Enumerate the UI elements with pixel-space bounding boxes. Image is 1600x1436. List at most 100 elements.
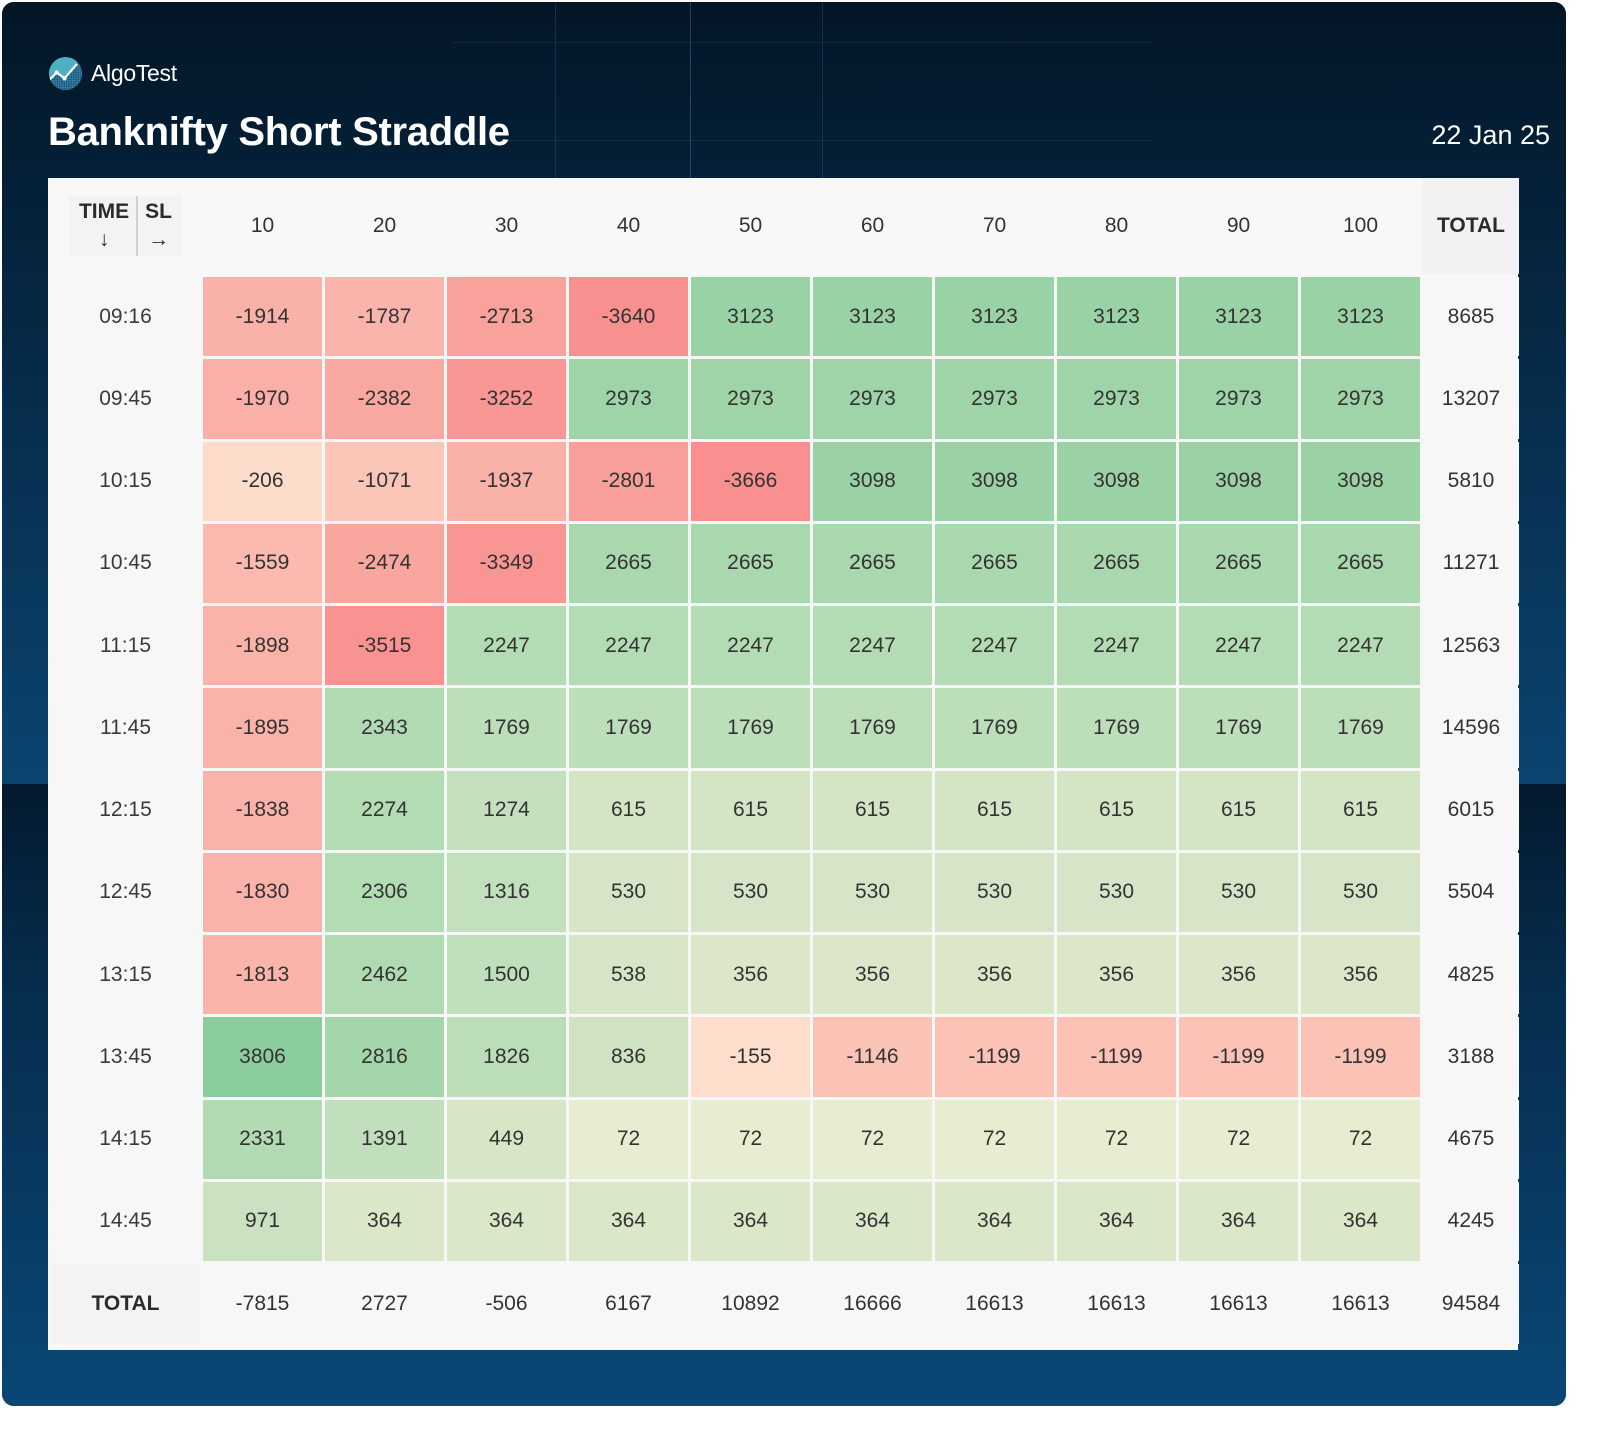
heatmap-cell: 2247 [447, 606, 566, 686]
table-row: 09:16 -1914 -1787 -2713 -3640 3123 3123 3123 312… [51, 277, 1519, 357]
heatmap-cell: 615 [691, 770, 810, 850]
heatmap-cell: 2665 [1057, 523, 1176, 603]
table-row: 09:45 -1970 -2382 -3252 2973 2973 2973 2973 2973… [51, 359, 1519, 439]
decorative-grid-line [822, 2, 823, 182]
heatmap-cell: -3515 [325, 606, 444, 686]
heatmap-cell: 538 [569, 935, 688, 1015]
heatmap-cell: 2247 [1057, 606, 1176, 686]
time-label: 13:45 [51, 1017, 200, 1097]
divider [136, 196, 139, 256]
heatmap-cell: 2973 [1179, 359, 1298, 439]
table-row: 12:45 -1830 2306 1316 530 530 530 530 530 530 530 5… [51, 852, 1519, 932]
column-total: 6167 [569, 1264, 688, 1344]
row-total: 3188 [1423, 1017, 1519, 1097]
column-total: -506 [447, 1264, 566, 1344]
column-total: 16613 [1057, 1264, 1176, 1344]
heatmap-cell: 2306 [325, 852, 444, 932]
heatmap-cell: 2973 [813, 359, 932, 439]
heatmap-cell: 530 [813, 852, 932, 932]
heatmap-cell: 1769 [1057, 688, 1176, 768]
heatmap-cell: 2665 [691, 523, 810, 603]
decorative-grid-line [555, 2, 556, 182]
heatmap-cell: 2247 [1301, 606, 1420, 686]
table-row: 10:45 -1559 -2474 -3349 2665 2665 2665 2665 2665… [51, 523, 1519, 603]
heatmap-cell: 3098 [1301, 441, 1420, 521]
table-row: 14:45 971 364 364 364 364 364 364 364 364 364 4245 [51, 1181, 1519, 1261]
table-row: 14:15 2331 1391 449 72 72 72 72 72 72 72 4675 [51, 1099, 1519, 1179]
heatmap-cell: -1199 [1179, 1017, 1298, 1097]
decorative-grid-line [452, 42, 1152, 43]
heatmap-cell: 364 [325, 1181, 444, 1261]
column-header: 90 [1179, 178, 1298, 274]
heatmap-cell: 2343 [325, 688, 444, 768]
heatmap-cell: 2274 [325, 770, 444, 850]
heatmap-cell: 1316 [447, 852, 566, 932]
corner-header: TIME ↓ SL → [51, 178, 200, 274]
heatmap-cell: 1769 [1179, 688, 1298, 768]
heatmap-cell: 1500 [447, 935, 566, 1015]
column-header: 100 [1301, 178, 1420, 274]
heatmap-cell: 72 [1179, 1099, 1298, 1179]
heatmap-cell: 615 [569, 770, 688, 850]
table-row: 13:45 3806 2816 1826 836 -155 -1146 -1199 -1199-… [51, 1017, 1519, 1097]
column-header: 70 [935, 178, 1054, 274]
heatmap-cell: 3123 [1179, 277, 1298, 357]
column-header: 80 [1057, 178, 1176, 274]
heatmap-cell: 364 [691, 1181, 810, 1261]
heatmap-cell: 615 [1057, 770, 1176, 850]
row-total: 6015 [1423, 770, 1519, 850]
row-total: 11271 [1423, 523, 1519, 603]
heatmap-cell: -1559 [203, 523, 322, 603]
row-total: 4825 [1423, 935, 1519, 1015]
column-header: 40 [569, 178, 688, 274]
time-label: 09:45 [51, 359, 200, 439]
heatmap-cell: -1199 [1301, 1017, 1420, 1097]
heatmap-cell: 1769 [569, 688, 688, 768]
heatmap-cell: 2665 [935, 523, 1054, 603]
col-axis-label: SL [145, 200, 172, 223]
heatmap-cell: -2382 [325, 359, 444, 439]
column-total: 2727 [325, 1264, 444, 1344]
heatmap-cell: -1787 [325, 277, 444, 357]
axis-legend: TIME ↓ SL → [68, 196, 182, 256]
algotest-chart-logo-icon [48, 56, 83, 91]
heatmap-cell: 615 [813, 770, 932, 850]
column-header: 20 [325, 178, 444, 274]
heatmap-cell: 364 [1057, 1181, 1176, 1261]
heatmap-cell: -2801 [569, 441, 688, 521]
report-date: 22 Jan 25 [1431, 120, 1550, 150]
row-total: 13207 [1423, 359, 1519, 439]
heatmap-cell: 3806 [203, 1017, 322, 1097]
heatmap-cell: 364 [569, 1181, 688, 1261]
heatmap-cell: 530 [1179, 852, 1298, 932]
time-label: 13:15 [51, 935, 200, 1015]
heatmap-cell: 530 [569, 852, 688, 932]
heatmap-cell: 530 [691, 852, 810, 932]
heatmap-cell: 2247 [569, 606, 688, 686]
heatmap-cell: 356 [935, 935, 1054, 1015]
heatmap-cell: 3098 [813, 441, 932, 521]
heatmap-cell: 2665 [813, 523, 932, 603]
heatmap-cell: -1914 [203, 277, 322, 357]
heatmap-cell: 3123 [1057, 277, 1176, 357]
time-label: 09:16 [51, 277, 200, 357]
totals-row: TOTAL -7815 2727 -506 6167 10892 16666 16613 16… [51, 1264, 1519, 1344]
row-total: 8685 [1423, 277, 1519, 357]
heatmap-cell: -155 [691, 1017, 810, 1097]
heatmap-cell: 2247 [813, 606, 932, 686]
heatmap-cell: 364 [935, 1181, 1054, 1261]
heatmap-cell: 2973 [1057, 359, 1176, 439]
heatmap-cell: 2247 [691, 606, 810, 686]
heatmap-cell: -2474 [325, 523, 444, 603]
heatmap-cell: -1898 [203, 606, 322, 686]
time-label: 12:45 [51, 852, 200, 932]
heatmap-table: TIME ↓ SL → 10 20 30 40 50 60 70 80 90 100 TOTAL 0… [48, 175, 1522, 1347]
time-label: 10:45 [51, 523, 200, 603]
heatmap-cell: 356 [691, 935, 810, 1015]
heatmap-cell: 1391 [325, 1099, 444, 1179]
heatmap-cell: 72 [935, 1099, 1054, 1179]
page-title: Banknifty Short Straddle [48, 110, 510, 154]
table-row: 13:15 -1813 2462 1500 538 356 356 356 356 356 356 4… [51, 935, 1519, 1015]
heatmap-cell: 2973 [1301, 359, 1420, 439]
heatmap-cell: 364 [1179, 1181, 1298, 1261]
